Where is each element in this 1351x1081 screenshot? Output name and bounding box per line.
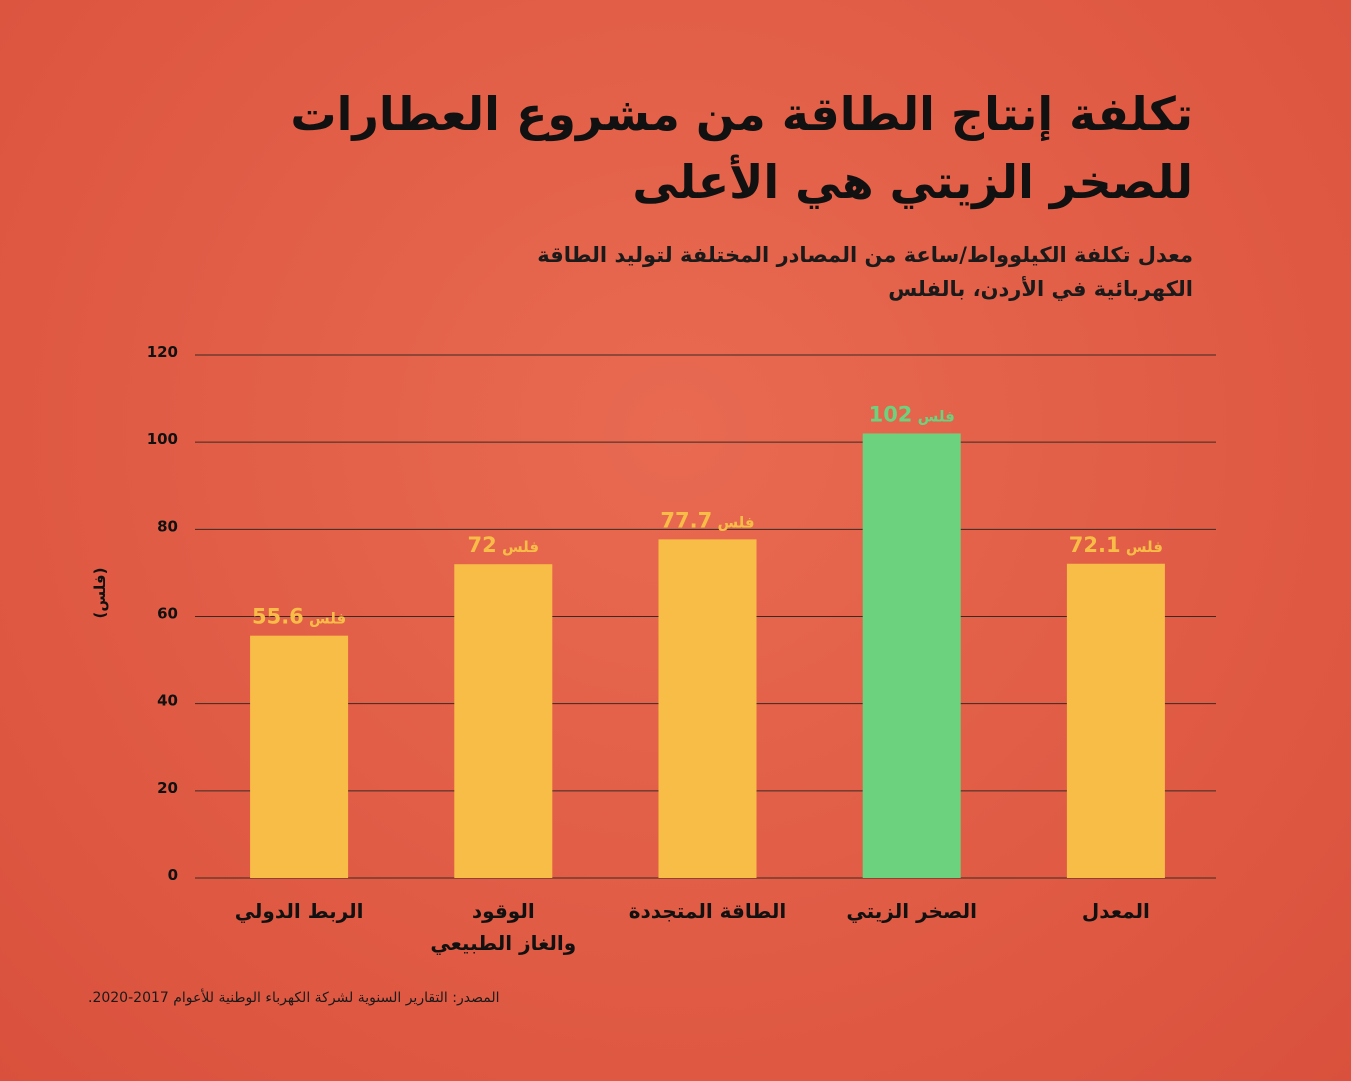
bar xyxy=(250,635,349,878)
value-number: 102 xyxy=(869,402,913,426)
y-axis-label: (فلس) xyxy=(91,568,109,619)
chart-title-line-2: للصخر الزيتي هي الأعلى xyxy=(632,155,1193,209)
y-tick-label: 120 xyxy=(147,343,178,361)
bar xyxy=(1066,563,1165,878)
y-tick-label: 0 xyxy=(168,866,178,884)
value-unit: فلس xyxy=(1121,538,1163,556)
value-number: 77.7 xyxy=(660,508,712,532)
bar xyxy=(454,564,553,878)
value-unit: فلس xyxy=(304,610,346,628)
chart-subtitle: معدل تكلفة الكيلوواط/ساعة من المصادر الم… xyxy=(537,243,1193,301)
y-tick-label: 40 xyxy=(157,692,178,710)
category-label: الوقود xyxy=(472,899,535,923)
value-label: فلس 72 xyxy=(467,533,539,557)
value-unit: فلس xyxy=(712,513,754,531)
bar xyxy=(658,539,757,878)
category-label: المعدل xyxy=(1082,899,1150,923)
bars xyxy=(250,433,1165,878)
value-unit: فلس xyxy=(912,407,954,425)
category-label: الصخر الزيتي xyxy=(846,899,977,924)
y-axis-ticks: 0 20 40 60 80 100 120 xyxy=(147,343,178,884)
bar xyxy=(862,433,961,878)
value-label: فلس 72.1 xyxy=(1069,533,1163,557)
y-tick-label: 20 xyxy=(157,779,178,797)
y-tick-label: 60 xyxy=(157,605,178,623)
category-label: الربط الدولي xyxy=(235,899,364,924)
category-labels: الربط الدولي الوقود والغاز الطبيعي الطاقة ا… xyxy=(235,899,1150,956)
source-note: المصدر: التقارير السنوية لشركة الكهرباء … xyxy=(88,990,500,1006)
category-label: والغاز الطبيعي xyxy=(430,931,576,956)
value-number: 55.6 xyxy=(252,605,304,629)
chart-title: تكلفة إنتاج الطاقة من مشروع العطارات للص… xyxy=(193,80,1193,216)
value-number: 72 xyxy=(467,533,496,557)
value-unit: فلس xyxy=(497,538,539,556)
y-tick-label: 80 xyxy=(157,517,178,535)
chart-title-line-1: تكلفة إنتاج الطاقة من مشروع العطارات xyxy=(290,87,1193,141)
value-label: فلس 102 xyxy=(869,402,955,426)
value-label: فلس 55.6 xyxy=(252,605,346,629)
value-number: 72.1 xyxy=(1069,533,1121,557)
y-tick-label: 100 xyxy=(147,430,178,448)
category-label: الطاقة المتجددة xyxy=(629,899,787,923)
value-label: فلس 77.7 xyxy=(660,508,754,532)
